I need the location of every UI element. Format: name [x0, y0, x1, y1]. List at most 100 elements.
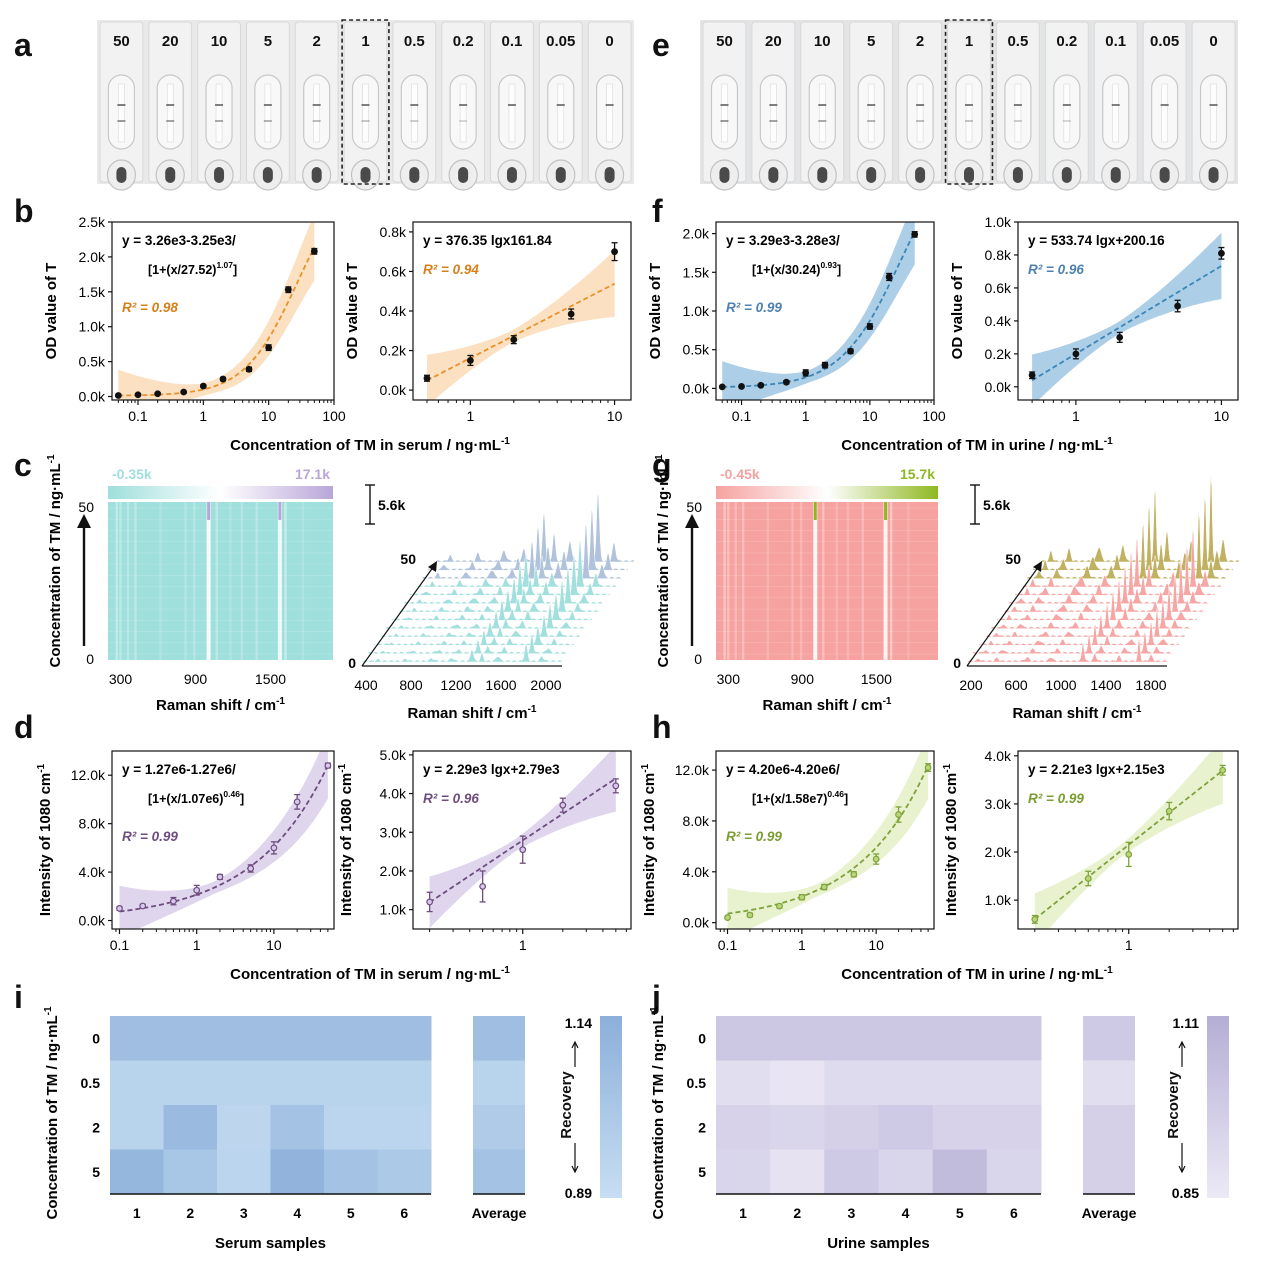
average-cell [473, 1060, 525, 1106]
x-tick-label: 2 [793, 1205, 801, 1221]
heatmap-band [215, 502, 218, 660]
data-point [718, 383, 726, 391]
depth-axis-arrowhead [428, 561, 437, 572]
strip-concentration-label: 5 [264, 33, 272, 50]
y-axis-label-sup: -1 [337, 763, 348, 772]
fit-curve [727, 765, 929, 915]
r-squared: R² = 0.99 [122, 829, 178, 844]
strip-sample-hole [116, 167, 127, 183]
recovery-cell [716, 1149, 771, 1195]
data-point [611, 248, 618, 256]
strip-concentration-label: 5 [867, 33, 875, 50]
y-axis-label-text: Intensity of 1080 cm [37, 773, 54, 916]
x-tick-label: 6 [400, 1205, 408, 1221]
x-tick-label: 0.1 [718, 937, 738, 953]
raman-spectrum [978, 620, 1180, 646]
fit-curve [429, 777, 617, 904]
heatmap-band [861, 502, 864, 660]
x-tick-label: 10 [862, 408, 878, 424]
fit-curve [426, 282, 616, 382]
urine-od-xlabel: Concentration of TM in urine / ng·mL-1 [841, 436, 1113, 454]
x-tick-label: 4 [293, 1205, 301, 1221]
strip-sample-hole [262, 167, 273, 183]
serum-od-xlabel: Concentration of TM in serum / ng·mL-1 [230, 436, 510, 454]
x-tick-label: 2 [186, 1205, 194, 1221]
r-squared: R² = 0.99 [726, 829, 782, 844]
x-axis-label: Raman shift / cm-1 [408, 704, 537, 722]
recovery-cell [932, 1105, 988, 1150]
strip-sample-hole [817, 167, 828, 183]
raman-spectrum [403, 566, 605, 605]
x-tick-label: 10 [266, 937, 282, 953]
fit-equation-base: [1+(x/27.52) [148, 263, 216, 277]
heatmap-band [835, 502, 839, 660]
data-point [885, 273, 893, 281]
strip-sample-hole [506, 167, 517, 183]
strip-concentration-label: 10 [211, 33, 228, 50]
fit-equation-close: ] [240, 792, 244, 806]
strip-membrane [965, 83, 973, 143]
fit-curve [119, 765, 329, 913]
recovery-label-bg [561, 1067, 581, 1143]
fit-equation: y = 1.27e6-1.27e6/ [122, 762, 236, 777]
strip-membrane [508, 83, 516, 143]
heatmap-peak-top [884, 502, 888, 520]
y-tick-label-min: 0 [86, 651, 94, 667]
x-axis-label-text: Raman shift / cm [763, 697, 883, 714]
y-tick-label: 4.0k [985, 748, 1012, 764]
x-tick-label: 1500 [861, 671, 892, 687]
y-tick-label: 0 [92, 1030, 100, 1046]
heatmap-band [277, 502, 282, 660]
strip-concentration-label: 0 [1209, 33, 1217, 50]
data-point [216, 873, 224, 881]
y-tick-label: 4.0k [683, 864, 710, 880]
strip-membrane [721, 83, 728, 143]
x-tick-label: 0.1 [110, 937, 130, 953]
data-point [193, 886, 201, 894]
x-tick-label: 1 [519, 937, 527, 953]
strip-concentration-label: 20 [765, 33, 782, 50]
strip-membrane [313, 83, 320, 143]
panel-letter-b: b [14, 193, 34, 229]
fit-equation: y = 533.74 lgx+200.16 [1028, 233, 1165, 248]
strip-membrane [1063, 83, 1071, 143]
fit-equation-line2: [1+(x/27.52)1.07] [148, 260, 237, 277]
y-axis-label-sup: -1 [36, 763, 47, 772]
recovery-cell [716, 1016, 771, 1061]
y-tick-label: 0.2k [380, 343, 407, 359]
recovery-cell [986, 1060, 1042, 1106]
strip-sample-hole [458, 167, 469, 183]
x-tick-label: 1 [193, 937, 201, 953]
serum-od-logistic-chart: 0.0k 0.5k 1.0k 1.5k 2.0k 2.5k 0.1 1 10 100 y = 3.2… [43, 214, 346, 424]
y-tick-label: 5 [698, 1164, 706, 1180]
strip-membrane [818, 83, 826, 143]
y-axis-label: OD value of T [344, 263, 361, 360]
y-tick-label: 2 [698, 1119, 706, 1135]
fit-equation: y = 2.21e3 lgx+2.15e3 [1028, 762, 1165, 777]
y-axis-label-text: Concentration of TM / ng·mL [650, 1015, 667, 1219]
raman-spectrum [972, 629, 1174, 655]
recovery-cell [770, 1016, 825, 1061]
x-axis-label-sup: -1 [276, 696, 285, 707]
recovery-cell [824, 1016, 879, 1061]
y-tick-label: 0.4k [985, 313, 1012, 329]
y-tick-label: 5.0k [380, 747, 407, 763]
raman-spectrum [397, 580, 599, 613]
x-tick-label: 1 [798, 937, 806, 953]
strip-membrane [1210, 83, 1217, 143]
recovery-cell [770, 1105, 825, 1150]
x-tick-label: 10 [261, 408, 277, 424]
heatmap-band [126, 502, 130, 660]
recovery-cell [270, 1060, 325, 1106]
strip-sample-hole [214, 167, 225, 183]
recovery-label: Recovery [1165, 1071, 1182, 1139]
colorbar [108, 486, 333, 499]
strip-concentration-label: 0.5 [404, 33, 425, 50]
heatmap-band [799, 502, 803, 660]
average-label: Average [1082, 1205, 1137, 1221]
recovery-cell [716, 1105, 771, 1150]
y-axis-label: Concentration of TM / ng·mL-1 [649, 1006, 667, 1219]
y-tick-label: 3.0k [985, 796, 1012, 812]
